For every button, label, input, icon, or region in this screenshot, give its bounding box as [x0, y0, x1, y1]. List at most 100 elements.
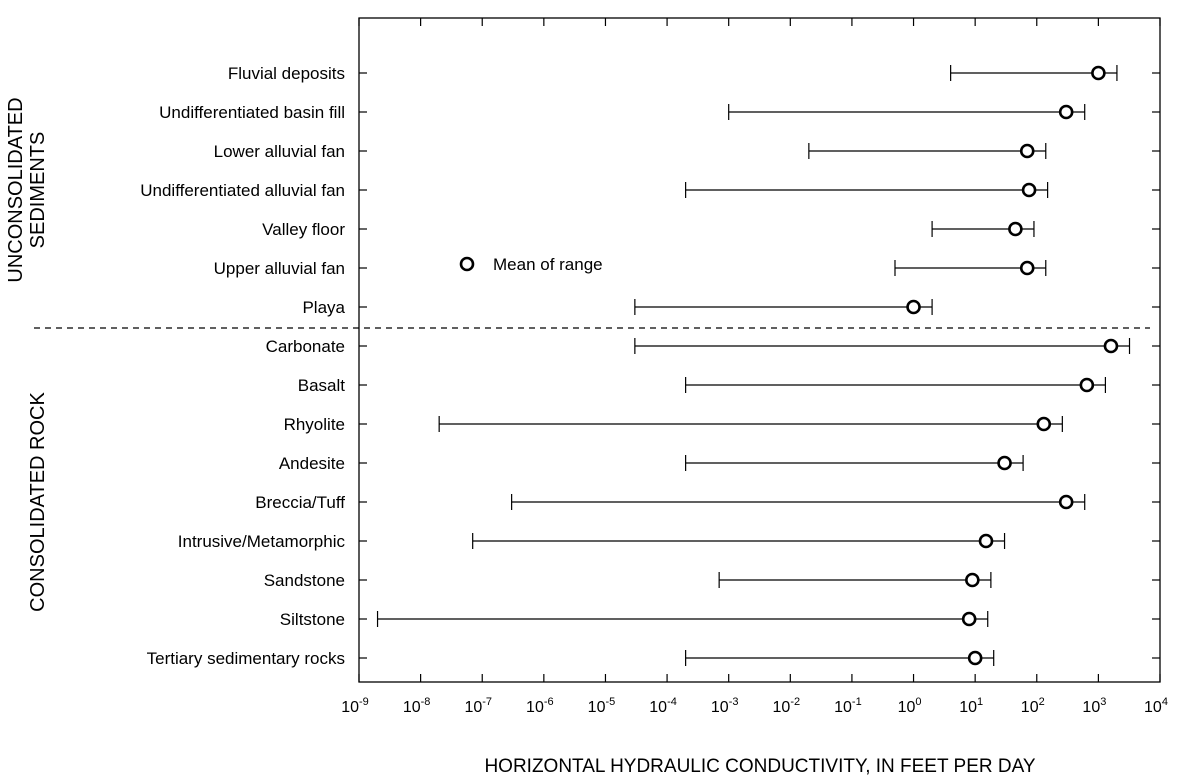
category-label: Tertiary sedimentary rocks	[147, 649, 345, 668]
x-tick-exponent: -2	[790, 696, 800, 708]
legend-label: Mean of range	[493, 255, 603, 274]
x-tick-base: 10	[898, 699, 916, 716]
x-tick-label: 10-1	[834, 696, 862, 716]
mean-marker	[1058, 104, 1074, 120]
mean-marker	[1021, 182, 1037, 198]
x-tick-base: 10	[1082, 699, 1100, 716]
category-label: Playa	[302, 298, 345, 317]
legend-marker	[459, 256, 475, 272]
group-label: CONSOLIDATED ROCK	[27, 392, 49, 612]
range-row: Andesite	[279, 454, 1160, 473]
x-tick-base: 10	[834, 699, 852, 716]
x-tick-exponent: -6	[544, 696, 554, 708]
x-tick-label: 10-5	[588, 696, 616, 716]
category-label: Sandstone	[264, 571, 345, 590]
range-row: Undifferentiated basin fill	[159, 103, 1160, 122]
x-tick-exponent: 2	[1039, 696, 1045, 708]
mean-marker	[1019, 143, 1035, 159]
x-tick-base: 10	[1144, 699, 1162, 716]
category-label: Andesite	[279, 454, 345, 473]
x-tick-exponent: -3	[729, 696, 739, 708]
range-row: Breccia/Tuff	[255, 493, 1160, 512]
x-tick-exponent: 1	[977, 696, 983, 708]
mean-marker	[1058, 494, 1074, 510]
mean-marker	[906, 299, 921, 315]
x-tick-exponent: -7	[482, 696, 492, 708]
category-label: Rhyolite	[284, 415, 345, 434]
x-tick-base: 10	[464, 699, 482, 716]
x-tick-exponent: 0	[915, 696, 921, 708]
category-label: Upper alluvial fan	[214, 259, 345, 278]
category-label: Carbonate	[266, 337, 345, 356]
x-tick-base: 10	[403, 699, 421, 716]
range-row: Fluvial deposits	[228, 64, 1160, 83]
x-tick-exponent: -4	[667, 696, 677, 708]
category-label: Undifferentiated basin fill	[159, 103, 345, 122]
x-tick-exponent: -5	[605, 696, 615, 708]
category-label: Breccia/Tuff	[255, 493, 345, 512]
category-label: Siltstone	[280, 610, 345, 629]
mean-marker	[967, 650, 983, 666]
range-row: Valley floor	[262, 220, 1160, 239]
mean-marker	[1079, 377, 1095, 393]
x-tick-exponent: -9	[359, 696, 369, 708]
x-tick-label: 102	[1021, 696, 1045, 716]
x-tick-exponent: -1	[852, 696, 862, 708]
range-row: Upper alluvial fan	[214, 259, 1160, 278]
mean-marker	[961, 611, 977, 627]
category-label: Basalt	[298, 376, 346, 395]
range-row: Rhyolite	[284, 415, 1160, 434]
mean-marker	[978, 533, 994, 549]
mean-marker	[1019, 260, 1035, 276]
range-row: Intrusive/Metamorphic	[178, 532, 1160, 551]
x-tick-label: 10-3	[711, 696, 739, 716]
x-axis: 10-9 10-8 10-7 10-6 10-5 10-4 10-3 10-2 10-1 100 1…	[341, 18, 1168, 716]
x-tick-base: 10	[1021, 699, 1039, 716]
category-label: Lower alluvial fan	[214, 142, 345, 161]
x-tick-label: 10-8	[403, 696, 431, 716]
range-rows: Fluvial deposits Undifferentiated basin f…	[140, 64, 1160, 668]
category-label: Intrusive/Metamorphic	[178, 532, 346, 551]
mean-marker	[1008, 221, 1023, 237]
x-tick-label: 100	[898, 696, 922, 716]
x-axis-title: HORIZONTAL HYDRAULIC CONDUCTIVITY, IN FE…	[484, 756, 1035, 777]
range-row: Lower alluvial fan	[214, 142, 1160, 161]
category-label: Valley floor	[262, 220, 345, 239]
x-tick-base: 10	[526, 699, 544, 716]
x-tick-label: 104	[1144, 696, 1168, 716]
x-tick-label: 10-7	[464, 696, 492, 716]
mean-marker	[1091, 65, 1106, 81]
x-tick-base: 10	[959, 699, 977, 716]
x-tick-base: 10	[711, 699, 729, 716]
category-label: Undifferentiated alluvial fan	[140, 181, 345, 200]
range-row: Playa	[302, 298, 1160, 317]
x-tick-exponent: 4	[1162, 696, 1168, 708]
group-label: SEDIMENTS	[27, 132, 49, 249]
x-tick-base: 10	[341, 699, 359, 716]
range-row: Undifferentiated alluvial fan	[140, 181, 1160, 200]
x-tick-exponent: 3	[1100, 696, 1106, 708]
group-label: UNCONSOLIDATED	[5, 97, 27, 282]
group-labels: UNCONSOLIDATED SEDIMENTS CONSOLIDATED ROCK	[5, 97, 49, 611]
x-tick-exponent: -8	[421, 696, 431, 708]
range-row: Siltstone	[280, 610, 1160, 629]
x-tick-label: 103	[1082, 696, 1106, 716]
range-row: Carbonate	[266, 337, 1160, 356]
x-tick-base: 10	[773, 699, 791, 716]
x-tick-base: 10	[649, 699, 667, 716]
x-tick-base: 10	[588, 699, 606, 716]
x-tick-label: 10-9	[341, 696, 369, 716]
range-row: Sandstone	[264, 571, 1160, 590]
mean-marker	[1036, 416, 1052, 432]
category-label: Fluvial deposits	[228, 64, 345, 83]
mean-marker	[965, 572, 980, 588]
range-row: Tertiary sedimentary rocks	[147, 649, 1160, 668]
legend: Mean of range	[459, 255, 603, 274]
x-tick-label: 101	[959, 696, 983, 716]
mean-marker	[1103, 338, 1119, 354]
plot-frame	[358, 17, 1161, 683]
x-tick-label: 10-2	[773, 696, 801, 716]
mean-marker	[997, 455, 1012, 471]
x-tick-label: 10-4	[649, 696, 677, 716]
